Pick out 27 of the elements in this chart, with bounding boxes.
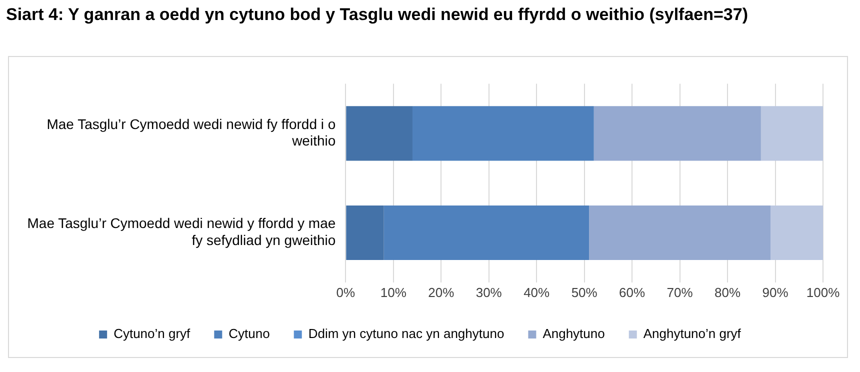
- legend-label: Anghytuno: [542, 326, 605, 342]
- x-tick-label: 30%: [476, 284, 502, 300]
- x-tick-label: 100%: [806, 284, 840, 300]
- x-tick-label: 60%: [619, 284, 646, 300]
- bar: [346, 205, 384, 260]
- x-tick-label: 50%: [571, 284, 598, 300]
- x-tick-label: 70%: [666, 284, 694, 300]
- bar: [384, 205, 590, 260]
- bar: [760, 106, 823, 161]
- legend-label: Cytuno’n gryf: [114, 326, 191, 342]
- x-tick-label: 20%: [428, 284, 455, 300]
- bar: [412, 106, 594, 161]
- legend-label: Cytuno: [228, 326, 270, 342]
- x-tick-label: 0%: [336, 284, 356, 300]
- x-tick-label: 90%: [762, 284, 789, 300]
- y-tick-label: Mae Tasglu’r Cymoedd wedi newid fy ffordd i o weithio: [46, 116, 336, 149]
- bar: [346, 106, 412, 161]
- bar: [589, 205, 770, 260]
- legend-label: Anghytuno’n gryf: [643, 326, 742, 342]
- bar: [594, 106, 761, 161]
- x-tick-label: 80%: [714, 284, 741, 300]
- x-tick-label: 10%: [380, 284, 407, 300]
- bar: [770, 205, 823, 260]
- chart-title: Siart 4: Y ganran a oedd yn cytuno bod y Tasglu wedi newid eu ffyrdd o weithio (sylfaen=37): [6, 4, 749, 26]
- x-tick-label: 40%: [524, 284, 550, 300]
- y-tick-label: Mae Tasglu’r Cymoedd wedi newid y ffordd y mae fy sefydliad yn gweithio: [27, 215, 336, 248]
- legend-label: Ddim yn cytuno nac yn anghytuno: [308, 326, 504, 342]
